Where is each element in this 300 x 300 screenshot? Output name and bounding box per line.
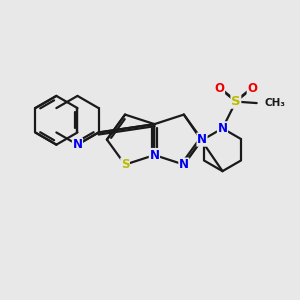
Text: S: S: [121, 158, 129, 171]
Text: N: N: [197, 133, 207, 146]
Text: N: N: [179, 158, 189, 171]
Text: S: S: [231, 95, 241, 108]
Text: N: N: [73, 138, 82, 151]
Text: N: N: [149, 148, 160, 162]
Text: O: O: [247, 82, 257, 95]
Text: N: N: [149, 148, 160, 162]
Text: O: O: [214, 82, 224, 95]
Text: CH₃: CH₃: [265, 98, 286, 108]
Text: N: N: [218, 122, 227, 135]
